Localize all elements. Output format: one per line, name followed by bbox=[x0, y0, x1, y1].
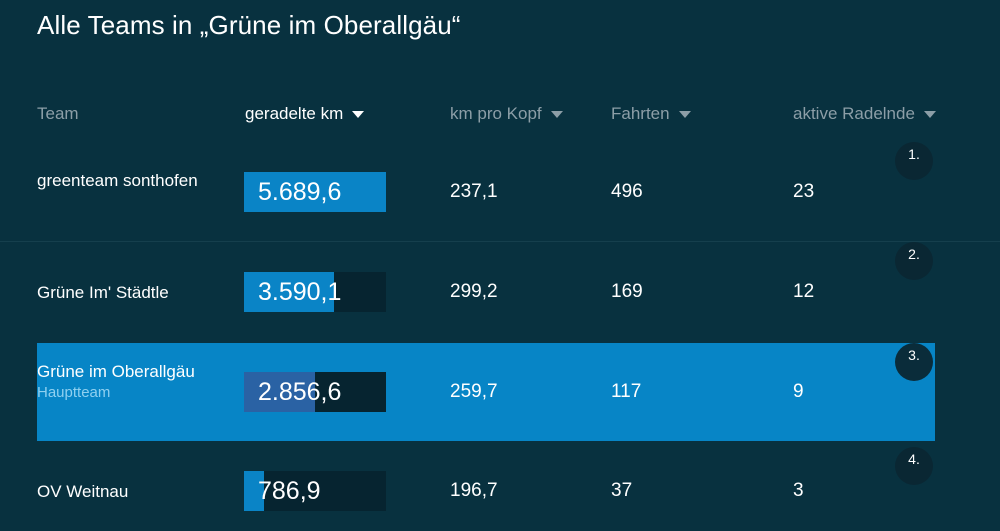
column-header-team-label: Team bbox=[37, 104, 79, 123]
team-name: OV Weitnau bbox=[37, 481, 207, 503]
sort-by-km-pro-kopf-button[interactable]: km pro Kopf bbox=[450, 104, 563, 124]
km-bar-fill bbox=[244, 272, 334, 312]
km-value: 5.689,6 bbox=[258, 178, 342, 206]
caret-down-icon bbox=[352, 110, 365, 118]
fahrten-value: 169 bbox=[611, 281, 643, 302]
fahrten-value: 496 bbox=[611, 181, 643, 202]
sort-by-fahrten-label: Fahrten bbox=[611, 104, 670, 123]
km-bar: 3.590,1 bbox=[244, 272, 386, 312]
team-name-label: OV Weitnau bbox=[37, 482, 129, 501]
team-name-label: Grüne im Oberallgäu bbox=[37, 362, 195, 381]
km-value: 2.856,6 bbox=[258, 378, 342, 406]
aktive-radelnde-value: 12 bbox=[793, 281, 815, 302]
km-bar-fill bbox=[244, 172, 386, 212]
km-bar: 786,9 bbox=[244, 471, 386, 511]
column-header-team: Team bbox=[37, 104, 79, 124]
km-bar-fill bbox=[244, 372, 316, 412]
aktive-radelnde-value: 9 bbox=[793, 381, 804, 402]
sort-by-km-pro-kopf-label: km pro Kopf bbox=[450, 104, 542, 123]
rank-badge: 4. bbox=[895, 447, 933, 485]
km-value: 3.590,1 bbox=[258, 278, 342, 306]
sort-by-aktive-radelnde-button[interactable]: aktive Radelnde bbox=[793, 104, 936, 124]
team-name: greenteam sonthofen bbox=[37, 170, 207, 192]
km-pro-kopf-value: 259,7 bbox=[450, 381, 498, 402]
fahrten-value: 117 bbox=[611, 381, 642, 402]
km-pro-kopf-value: 299,2 bbox=[450, 281, 498, 302]
sort-by-aktive-radelnde-label: aktive Radelnde bbox=[793, 104, 915, 123]
team-row-current[interactable]: Grüne im Oberallgäu Hauptteam 2.856,6 25… bbox=[0, 343, 1000, 441]
team-name: Grüne im Oberallgäu Hauptteam bbox=[37, 361, 207, 402]
team-row[interactable]: Grüne Im' Städtle 3.590,1 299,2 169 12 2… bbox=[0, 242, 1000, 343]
sort-by-fahrten-button[interactable]: Fahrten bbox=[611, 104, 691, 124]
fahrten-value: 37 bbox=[611, 480, 633, 501]
team-name: Grüne Im' Städtle bbox=[37, 282, 207, 304]
table-header: Team geradelte km km pro Kopf Fahrten ak… bbox=[0, 100, 1000, 132]
km-pro-kopf-value: 237,1 bbox=[450, 181, 498, 202]
page-title: Alle Teams in „Grüne im Oberallgäu“ bbox=[37, 10, 461, 40]
aktive-radelnde-value: 23 bbox=[793, 181, 815, 202]
team-row[interactable]: OV Weitnau 786,9 196,7 37 3 4. bbox=[0, 441, 1000, 531]
team-row[interactable]: greenteam sonthofen 5.689,6 237,1 496 23… bbox=[0, 142, 1000, 242]
row-highlight-background bbox=[37, 343, 935, 441]
km-bar-fill bbox=[244, 471, 264, 511]
rank-badge: 1. bbox=[895, 142, 933, 180]
caret-down-icon bbox=[923, 110, 936, 118]
sort-by-km-button[interactable]: geradelte km bbox=[245, 104, 365, 124]
team-name-label: Grüne Im' Städtle bbox=[37, 283, 169, 302]
rank-badge: 2. bbox=[895, 242, 933, 280]
km-pro-kopf-value: 196,7 bbox=[450, 480, 498, 501]
rank-badge: 3. bbox=[895, 343, 933, 381]
team-subtitle: Hauptteam bbox=[37, 384, 111, 401]
caret-down-icon bbox=[678, 110, 691, 118]
km-bar: 5.689,6 bbox=[244, 172, 386, 212]
caret-down-icon bbox=[550, 110, 563, 118]
km-value: 786,9 bbox=[258, 477, 321, 505]
sort-by-km-label: geradelte km bbox=[245, 104, 344, 123]
km-bar: 2.856,6 bbox=[244, 372, 386, 412]
team-name-label: greenteam sonthofen bbox=[37, 171, 198, 190]
row-divider bbox=[0, 241, 1000, 242]
aktive-radelnde-value: 3 bbox=[793, 480, 804, 501]
